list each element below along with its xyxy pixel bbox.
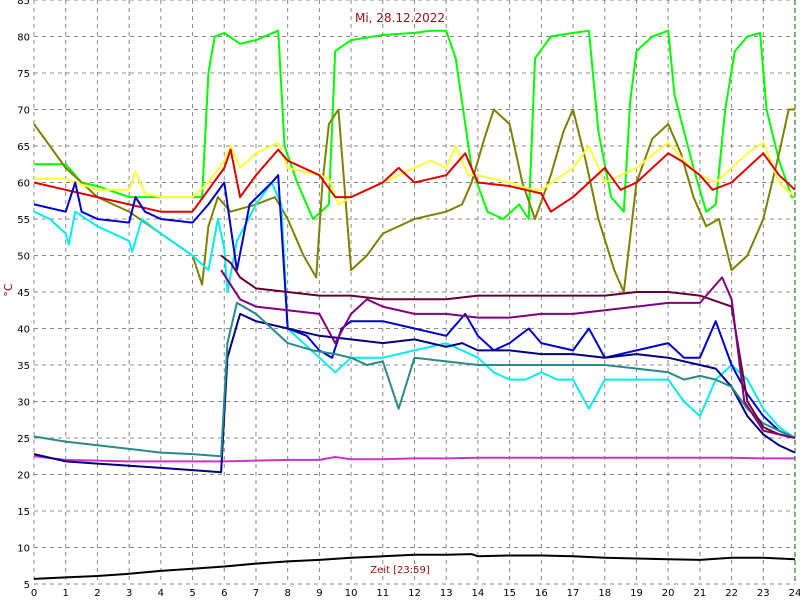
x-tick-label: 10 <box>345 588 358 599</box>
y-tick-label: 80 <box>17 33 30 44</box>
x-tick-label: 20 <box>662 588 675 599</box>
series-line-12 <box>220 269 796 439</box>
x-tick-label: 6 <box>221 588 227 599</box>
x-tick-label: 9 <box>316 588 322 599</box>
y-axis-label: °C <box>2 283 15 297</box>
y-tick-label: 50 <box>17 252 30 263</box>
x-tick-label: 17 <box>567 588 580 599</box>
x-tick-label: 1 <box>63 588 69 599</box>
x-axis-label: Zeit [23:59] <box>370 565 430 576</box>
series-line-3 <box>34 29 795 220</box>
series-group <box>33 29 796 580</box>
x-tick-label: 8 <box>284 588 290 599</box>
y-tick-labels: 5 10 15 20 25 30 35 40 45 50 55 60 65 70 75 80 85 <box>17 0 30 591</box>
y-tick-label: 35 <box>17 361 30 372</box>
y-tick-label: 70 <box>17 106 30 117</box>
series-line-2 <box>33 455 795 463</box>
x-tick-labels: 0 1 2 3 4 5 6 7 8 9 10 11 12 13 14 15 16 17 18 19 20 21 22 23 24 <box>31 588 800 599</box>
x-tick-label: 19 <box>630 588 643 599</box>
y-tick-label: 60 <box>17 179 30 190</box>
y-tick-label: 85 <box>17 0 30 7</box>
x-tick-label: 14 <box>472 588 485 599</box>
x-tick-label: 0 <box>31 588 37 599</box>
x-tick-label: 15 <box>503 588 516 599</box>
x-tick-label: 16 <box>535 588 548 599</box>
y-tick-label: 15 <box>17 507 30 518</box>
grid <box>33 0 796 585</box>
series-line-9 <box>33 312 796 474</box>
series-line-6 <box>33 148 796 213</box>
x-tick-label: 12 <box>408 588 421 599</box>
y-tick-label: 65 <box>17 142 30 153</box>
y-tick-label: 20 <box>17 471 30 482</box>
y-tick-label: 55 <box>17 215 30 226</box>
x-tick-label: 21 <box>694 588 707 599</box>
x-tick-label: 18 <box>598 588 611 599</box>
series-line-8 <box>33 174 796 439</box>
x-tick-label: 23 <box>757 588 770 599</box>
y-tick-label: 75 <box>17 69 30 80</box>
chart-title: Mi, 28.12.2022 <box>355 11 445 25</box>
x-tick-label: 24 <box>789 588 800 599</box>
x-tick-label: 4 <box>158 588 164 599</box>
y-tick-label: 5 <box>24 580 30 591</box>
x-tick-label: 11 <box>376 588 389 599</box>
x-tick-label: 13 <box>440 588 453 599</box>
series-line-5 <box>34 141 796 206</box>
y-tick-label: 40 <box>17 325 30 336</box>
x-tick-label: 2 <box>94 588 100 599</box>
series-line-10 <box>33 301 796 458</box>
x-tick-label: 3 <box>126 588 132 599</box>
y-tick-label: 25 <box>17 434 30 445</box>
y-tick-label: 10 <box>17 544 30 555</box>
y-tick-label: 30 <box>17 398 30 409</box>
x-tick-label: 22 <box>725 588 738 599</box>
y-tick-label: 45 <box>17 288 30 299</box>
series-line-4 <box>33 108 795 293</box>
x-tick-label: 7 <box>253 588 259 599</box>
series-line-1 <box>33 553 796 580</box>
x-tick-label: 5 <box>189 588 195 599</box>
